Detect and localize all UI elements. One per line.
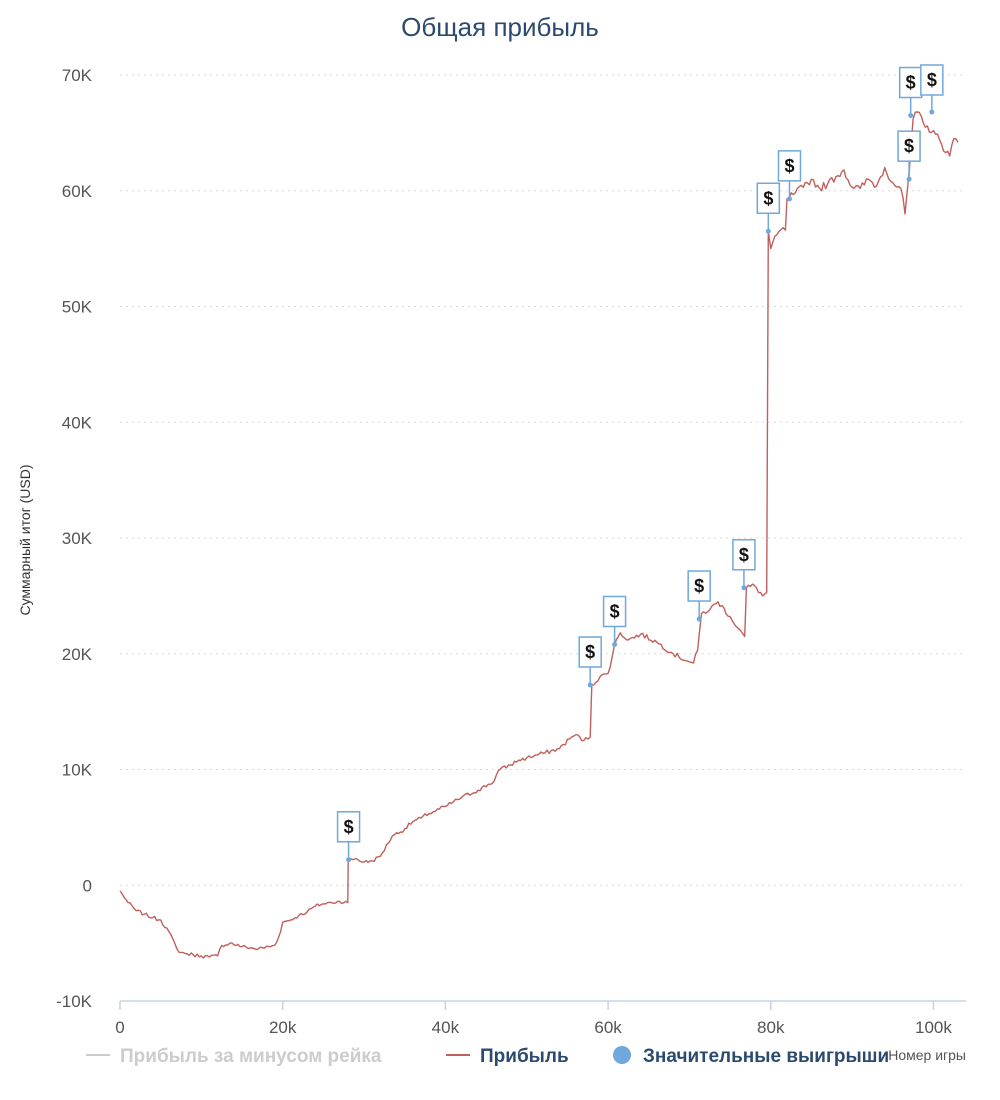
y-tick-label: 40K <box>62 413 93 432</box>
win-point <box>906 176 912 182</box>
flag-label: $ <box>906 73 916 93</box>
flag-box <box>732 539 756 571</box>
x-tick-label: 40k <box>432 1018 460 1037</box>
y-tick-label: 50K <box>62 298 93 317</box>
y-tick-label: -10K <box>56 992 93 1011</box>
chart-title: Общая прибыль <box>401 12 599 42</box>
win-flag[interactable]: $ <box>898 66 923 119</box>
win-flag[interactable]: $ <box>756 182 781 234</box>
win-flag[interactable]: $ <box>777 150 802 202</box>
win-flag[interactable]: $ <box>578 636 602 688</box>
x-axis-label: Номер игры <box>888 1047 966 1063</box>
legend: Прибыль за минусом рейка Прибыль Значите… <box>86 1046 889 1067</box>
win-point <box>929 109 935 115</box>
win-point <box>908 113 914 119</box>
x-tick-label: 80k <box>757 1018 785 1037</box>
flag-label: $ <box>610 601 620 621</box>
flag-box <box>578 636 602 668</box>
flag-label: $ <box>763 188 773 208</box>
win-point <box>612 641 618 647</box>
win-point <box>786 196 792 202</box>
y-axis-label: Суммарный итог (USD) <box>17 464 33 615</box>
flag-label: $ <box>344 817 354 837</box>
y-tick-label: 30K <box>62 529 93 548</box>
win-point <box>765 228 771 234</box>
win-point <box>346 857 352 863</box>
win-point <box>741 585 747 591</box>
legend-label: Прибыль <box>480 1046 569 1067</box>
win-flag[interactable]: $ <box>336 811 361 863</box>
legend-item-profit[interactable]: Прибыль <box>446 1046 569 1067</box>
y-tick-label: 10K <box>62 761 93 780</box>
grid <box>120 74 966 886</box>
win-flag[interactable]: $ <box>687 570 711 622</box>
legend-item-significant-wins[interactable]: Значительные выигрыши <box>613 1046 889 1067</box>
flag-label: $ <box>739 545 749 565</box>
series-line-profit <box>119 111 959 959</box>
win-flag[interactable]: $ <box>732 539 756 591</box>
flag-label: $ <box>784 156 794 176</box>
x-tick-label: 20k <box>269 1018 297 1037</box>
series <box>119 111 959 959</box>
y-tick-label: 70K <box>62 66 93 85</box>
flag-box <box>897 130 921 162</box>
win-point <box>696 616 702 622</box>
legend-label: Прибыль за минусом рейка <box>120 1046 382 1067</box>
flag-label: $ <box>694 576 704 596</box>
flag-box <box>602 595 627 628</box>
x-tick-label: 100k <box>915 1018 952 1037</box>
win-flag[interactable]: $ <box>920 64 944 115</box>
legend-label: Значительные выигрыши <box>643 1046 889 1067</box>
flag-box <box>756 182 781 215</box>
flag-label: $ <box>927 70 937 90</box>
flag-label: $ <box>904 136 914 156</box>
legend-item-net-profit[interactable]: Прибыль за минусом рейка <box>86 1046 382 1067</box>
flag-label: $ <box>585 642 595 662</box>
flag-box <box>777 150 802 182</box>
win-flag[interactable]: $ <box>602 595 627 647</box>
flag-box <box>687 570 711 602</box>
y-tick-label: 20K <box>62 645 93 664</box>
win-flag[interactable]: $ <box>897 130 921 182</box>
axes: -10K 0 10K 20K 30K 40K 50K 60K 70K 0 20k 40k 60k 80k 1… <box>56 66 966 1037</box>
flag-box <box>920 64 944 96</box>
legend-dot-icon <box>613 1046 631 1064</box>
significant-wins-flags: $ $ $ $ $ $ $ $ $ $ <box>336 64 944 863</box>
x-tick-label: 0 <box>115 1018 124 1037</box>
y-tick-label: 60K <box>62 182 93 201</box>
y-tick-label: 0 <box>83 876 92 895</box>
flag-box <box>336 811 361 843</box>
win-point <box>587 682 593 688</box>
x-tick-label: 60k <box>594 1018 622 1037</box>
